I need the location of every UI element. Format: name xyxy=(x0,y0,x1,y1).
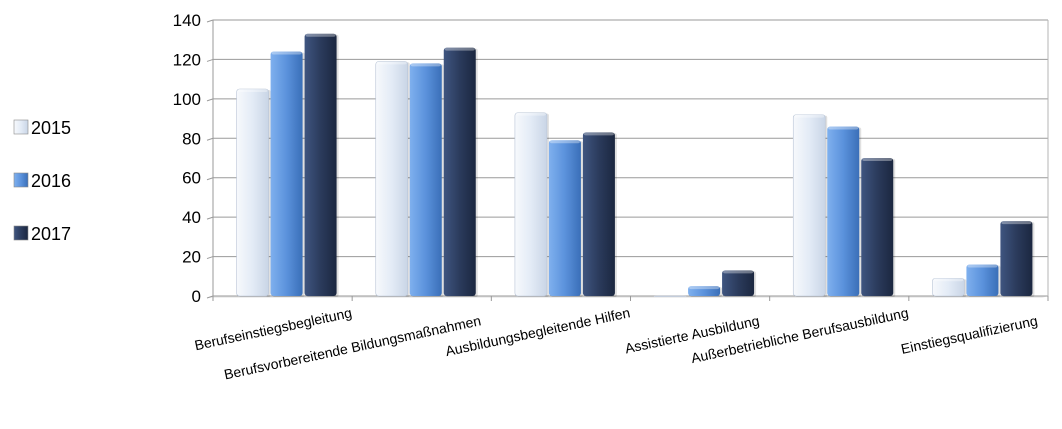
gridline-depth xyxy=(206,19,214,23)
gridline-depth xyxy=(206,295,214,299)
bar-2017-0 xyxy=(304,33,339,298)
gridline-depth xyxy=(206,216,214,220)
bars xyxy=(236,33,1035,298)
bar-2016-2 xyxy=(548,140,583,297)
legend-swatch xyxy=(13,172,29,188)
bar-2017-3 xyxy=(722,270,757,297)
y-tick-label: 100 xyxy=(173,90,201,109)
y-tick-label: 60 xyxy=(182,169,201,188)
bar-2015-1 xyxy=(375,61,410,298)
gridline-depth xyxy=(206,256,214,260)
bar-2017-4 xyxy=(861,158,896,297)
y-tick-label: 140 xyxy=(173,11,201,30)
bar-2016-5 xyxy=(966,264,1001,297)
gridline-depth xyxy=(206,98,214,102)
legend-item-2015: 2015 xyxy=(13,118,71,138)
legend-swatch xyxy=(13,119,29,135)
bar-2016-1 xyxy=(409,63,444,297)
axes xyxy=(212,20,1049,301)
bar-2017-1 xyxy=(443,47,478,297)
bar-2015-3 xyxy=(653,295,687,297)
bar-2016-0 xyxy=(270,51,305,297)
bar-2015-0 xyxy=(236,88,271,297)
bar-2016-3 xyxy=(688,286,723,297)
x-category-label: Einstiegsqualifizierung xyxy=(899,312,1039,357)
legend-item-2017: 2017 xyxy=(13,224,71,244)
x-category-label: Ausbildungsbegleitende Hilfen xyxy=(444,304,632,359)
legend-label: 2016 xyxy=(31,171,71,191)
bar-2015-2 xyxy=(514,112,549,298)
bar-2017-5 xyxy=(1000,221,1035,297)
legend: 2015 2016 2017 xyxy=(13,118,71,244)
bar-2017-2 xyxy=(582,132,617,297)
y-tick-label: 120 xyxy=(173,50,201,69)
y-tick-label: 20 xyxy=(182,248,201,267)
legend-item-2016: 2016 xyxy=(13,171,71,191)
gridline-depth xyxy=(206,58,214,62)
gridline-depth xyxy=(206,177,214,181)
y-tick-label: 80 xyxy=(182,129,201,148)
gridline-depth xyxy=(206,137,214,141)
y-tick-label: 0 xyxy=(192,287,201,306)
bar-2016-4 xyxy=(827,126,862,297)
legend-swatch xyxy=(13,225,29,241)
legend-label: 2017 xyxy=(31,224,71,244)
y-tick-label: 40 xyxy=(182,208,201,227)
legend-label: 2015 xyxy=(31,118,71,138)
bar-2015-5 xyxy=(932,277,967,297)
bar-2015-4 xyxy=(792,114,828,297)
